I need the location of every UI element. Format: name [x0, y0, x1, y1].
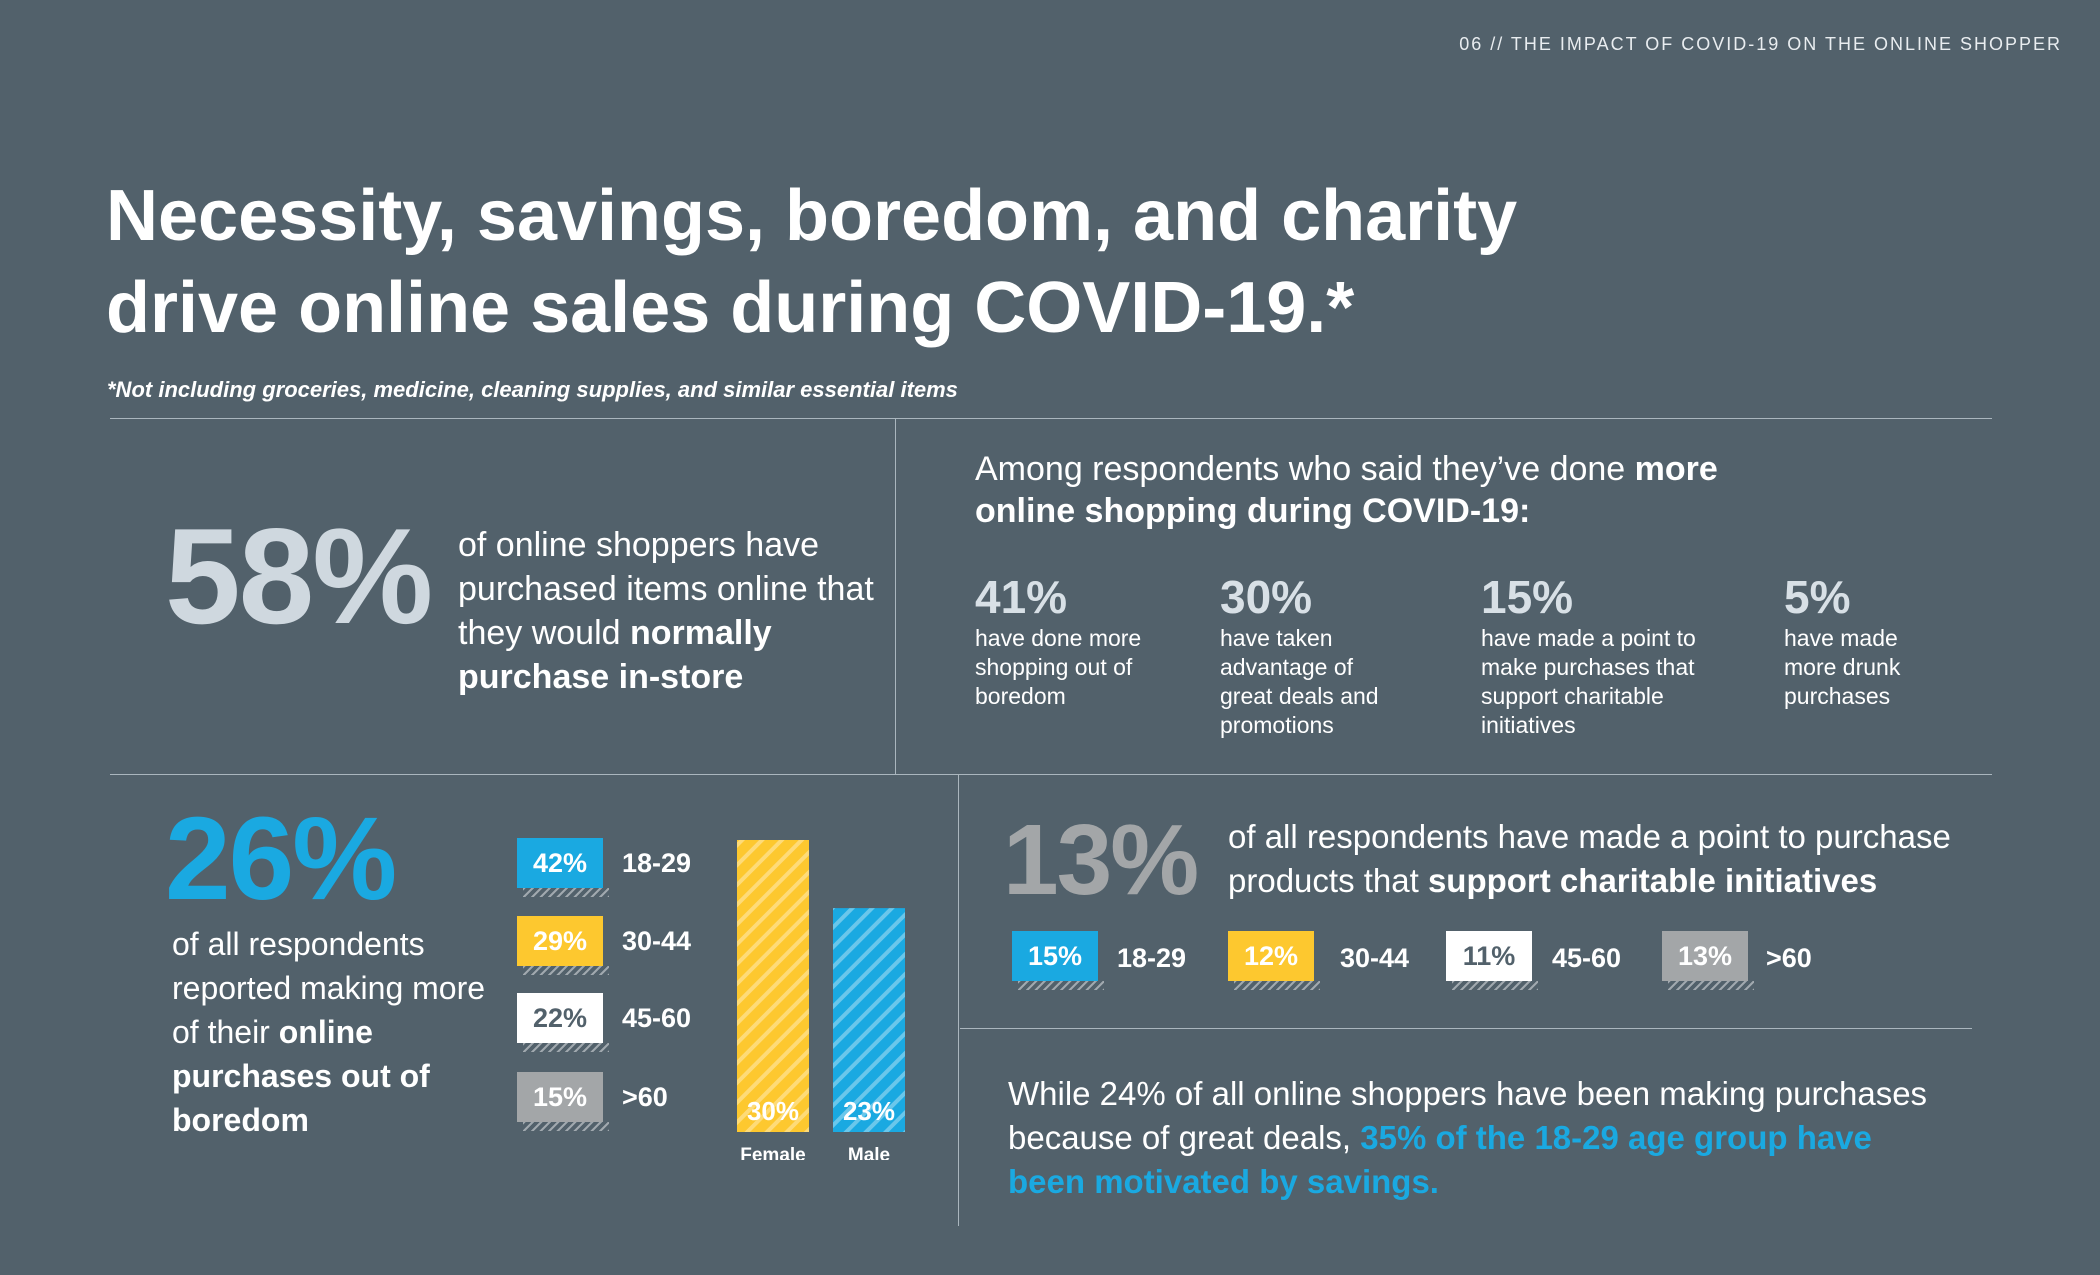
stat-desc: have taken advantage of great deals and … — [1220, 625, 1379, 738]
stat-drunk: 5% have made more drunk purchases — [1784, 570, 1944, 711]
divider-middle — [110, 774, 1992, 775]
boredom-text-bold: online purchases out of boredom — [172, 1014, 430, 1138]
among-text: Among respondents who said they’ve done — [975, 450, 1635, 488]
among-heading: Among respondents who said they’ve done … — [975, 448, 1915, 532]
page-header: 06 // THE IMPACT OF COVID-19 ON THE ONLI… — [1459, 34, 2062, 54]
gender-value-label: 23% — [843, 1096, 895, 1126]
age-value-box: 11% — [1446, 931, 1532, 981]
divider-vertical-upper — [895, 418, 896, 774]
gender-value-label: 30% — [747, 1096, 799, 1126]
gender-category-label: Female — [740, 1145, 805, 1160]
stat-desc: have made a point to make purchases that… — [1481, 625, 1696, 738]
divider-top — [110, 418, 1992, 419]
title-line-1: Necessity, savings, boredom, and charity — [106, 176, 1518, 256]
age-value-box: 22% — [517, 993, 603, 1043]
age-value-box: 29% — [517, 916, 603, 966]
charity-percentage: 13% — [1003, 804, 1199, 916]
boredom-description: of all respondents reported making more … — [172, 922, 512, 1142]
stat-pct: 30% — [1220, 571, 1313, 623]
among-rest: online shopping during COVID-19: — [975, 492, 1531, 530]
age-label: >60 — [622, 1082, 668, 1112]
age-label: 45-60 — [1552, 943, 1622, 973]
savings-description: While 24% of all online shoppers have be… — [1008, 1072, 1928, 1204]
instore-percentage: 58% — [165, 500, 433, 652]
age-value-box: 42% — [517, 838, 603, 888]
box-shadow-stripes — [523, 1122, 609, 1131]
stat-desc: have made more drunk purchases — [1784, 625, 1901, 709]
gender-category-label: Male — [848, 1145, 890, 1160]
stat-boredom: 41% have done more shopping out of bored… — [975, 570, 1160, 711]
stat-deals: 30% have taken advantage of great deals … — [1220, 570, 1410, 740]
savings-text: While 24% of all online shoppers have be… — [1008, 1075, 1928, 1156]
age-label: 30-44 — [622, 926, 692, 956]
age-value-box: 13% — [1662, 931, 1748, 981]
instore-text: of online shoppers have purchased items … — [458, 526, 874, 652]
box-shadow-stripes — [1018, 981, 1104, 990]
box-shadow-stripes — [1668, 981, 1754, 990]
age-label: >60 — [1766, 943, 1812, 973]
title-line-2: drive online sales during COVID-19.* — [106, 268, 1355, 348]
divider-vertical-lower — [958, 774, 959, 1226]
age-value-box: 15% — [517, 1072, 603, 1122]
stat-desc: have done more shopping out of boredom — [975, 625, 1142, 709]
instore-description: of online shoppers have purchased items … — [458, 523, 898, 699]
gender-bar-chart: 30% Female 23% Male — [737, 840, 905, 1160]
instore-text-bold: normally purchase in-store — [458, 614, 772, 696]
box-shadow-stripes — [523, 966, 609, 975]
age-label: 30-44 — [1340, 943, 1410, 973]
boredom-percentage: 26% — [165, 793, 397, 925]
stat-charity: 15% have made a point to make purchases … — [1481, 570, 1716, 740]
page-title: Necessity, savings, boredom, and charity… — [106, 170, 1806, 354]
stat-pct: 5% — [1784, 571, 1851, 623]
age-label: 18-29 — [1117, 943, 1187, 973]
charity-text-bold: support charitable initiatives — [1427, 862, 1878, 899]
among-more: more — [1634, 450, 1718, 488]
page-subtitle: *Not including groceries, medicine, clea… — [107, 377, 958, 402]
divider-lower-right — [960, 1028, 1972, 1029]
gender-bar-stripes — [737, 840, 809, 1132]
savings-highlight: 35% of the 18-29 age group have been mot… — [1008, 1119, 1872, 1200]
boredom-text: of all respondents reported making more … — [172, 926, 486, 1050]
age-value-box: 15% — [1012, 931, 1098, 981]
stat-pct: 15% — [1481, 571, 1574, 623]
age-label: 45-60 — [622, 1003, 692, 1033]
age-label: 18-29 — [622, 848, 692, 878]
box-shadow-stripes — [1234, 981, 1320, 990]
charity-description: of all respondents have made a point to … — [1228, 815, 2048, 903]
box-shadow-stripes — [523, 888, 609, 897]
box-shadow-stripes — [523, 1043, 609, 1052]
gender-bar-stripes — [833, 908, 905, 1132]
stat-pct: 41% — [975, 571, 1068, 623]
charity-text: of all respondents have made a point to … — [1228, 818, 1951, 899]
box-shadow-stripes — [1452, 981, 1538, 990]
age-value-box: 12% — [1228, 931, 1314, 981]
